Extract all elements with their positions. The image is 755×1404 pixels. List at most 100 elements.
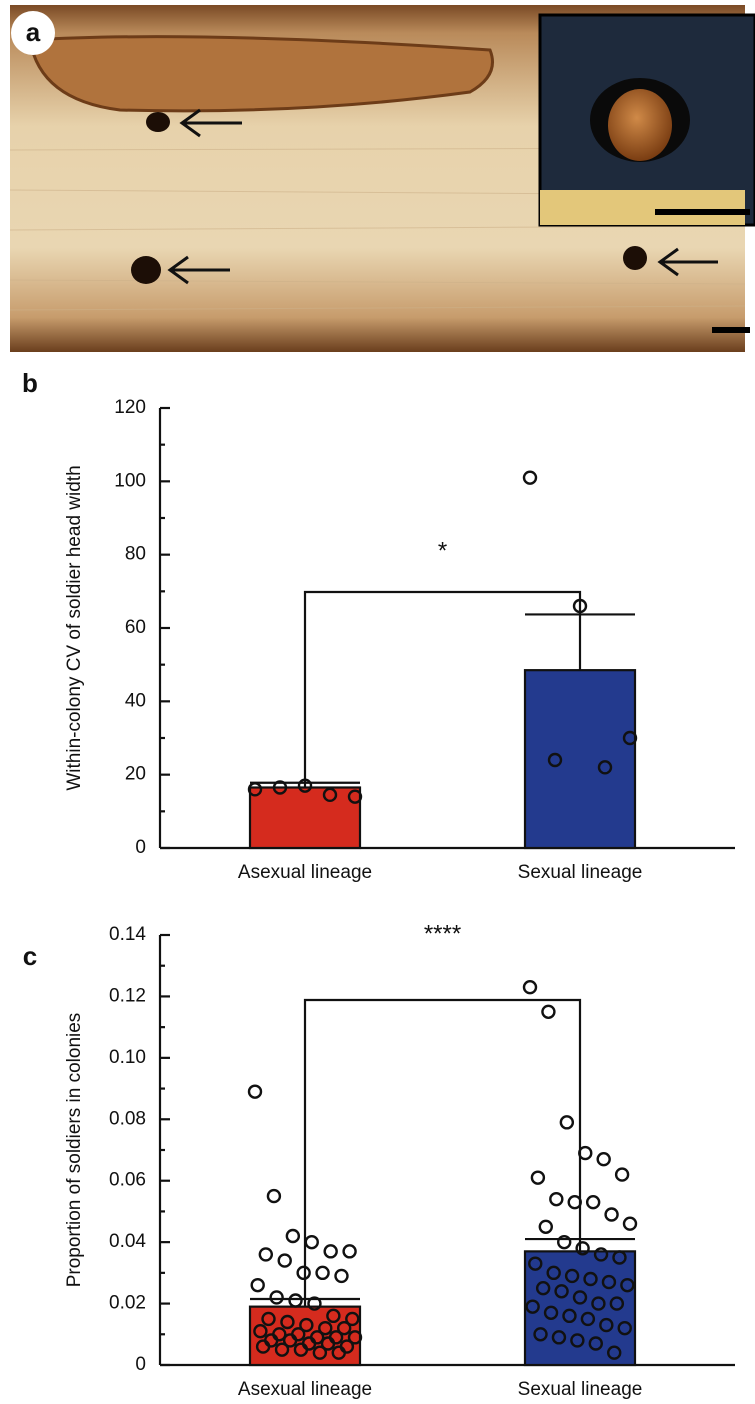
y-tick-label: 0.10 <box>109 1047 146 1068</box>
data-point <box>614 1167 630 1182</box>
significance-bracket <box>303 590 582 783</box>
significance-bracket <box>303 998 582 1299</box>
y-tick-label: 0.02 <box>109 1293 146 1314</box>
data-point <box>326 1308 341 1324</box>
data-point <box>551 1330 567 1345</box>
y-tick-label: 0.04 <box>109 1231 146 1252</box>
data-point <box>575 1241 590 1256</box>
y-tick-label: 0.14 <box>109 924 146 945</box>
data-point <box>559 1115 575 1130</box>
data-point <box>304 1234 319 1250</box>
data-point <box>269 1290 284 1305</box>
data-point <box>331 1345 346 1360</box>
significance-label: * <box>438 537 447 564</box>
data-point <box>533 1327 548 1342</box>
y-tick-label: 60 <box>125 617 146 638</box>
data-point <box>347 1330 363 1345</box>
data-point <box>622 730 638 746</box>
data-point <box>593 1247 609 1262</box>
data-point <box>543 1305 559 1320</box>
y-tick-label: 120 <box>114 397 146 418</box>
data-point <box>293 1342 309 1357</box>
data-point <box>562 1308 577 1324</box>
y-tick-label: 0 <box>135 837 146 858</box>
data-point <box>596 1152 611 1167</box>
data-point <box>261 1311 276 1327</box>
y-axis-title: Proportion of soldiers in colonies <box>64 1013 85 1288</box>
data-point <box>322 787 338 803</box>
y-tick-label: 80 <box>125 544 146 565</box>
data-point <box>342 1244 357 1259</box>
data-point <box>612 1250 627 1265</box>
x-tick-label: Asexual lineage <box>238 862 372 883</box>
data-point <box>580 1311 596 1327</box>
bar <box>523 669 637 850</box>
data-point <box>607 1345 622 1360</box>
data-point <box>272 780 288 795</box>
data-point <box>585 1195 601 1210</box>
data-point <box>315 1265 330 1281</box>
data-point <box>588 1336 603 1351</box>
data-point <box>549 1191 564 1207</box>
data-point <box>258 1247 274 1262</box>
data-point <box>525 1299 540 1314</box>
data-point <box>250 1277 265 1293</box>
data-point <box>318 1320 333 1336</box>
data-point <box>547 752 563 768</box>
data-point <box>599 1317 614 1333</box>
data-point <box>347 789 363 804</box>
data-point <box>255 1339 271 1354</box>
x-tick-label: Sexual lineage <box>518 1379 643 1400</box>
data-point <box>522 470 538 485</box>
data-point <box>336 1320 352 1336</box>
data-point <box>583 1271 598 1287</box>
data-point <box>535 1281 551 1296</box>
data-point <box>282 1333 298 1348</box>
data-point <box>620 1277 635 1293</box>
data-point <box>345 1311 360 1327</box>
data-point <box>622 1216 638 1231</box>
panel-label: a <box>26 17 41 47</box>
data-point <box>572 1290 588 1305</box>
y-tick-label: 0 <box>135 1354 146 1375</box>
data-point <box>617 1320 632 1336</box>
significance-label: **** <box>424 920 461 947</box>
data-point <box>285 1228 301 1244</box>
data-point <box>530 1170 546 1185</box>
data-point <box>253 1324 268 1339</box>
data-point <box>334 1268 349 1284</box>
data-point <box>541 1004 556 1019</box>
data-point <box>591 1296 606 1311</box>
data-point <box>274 1342 290 1357</box>
data-point <box>296 1265 311 1281</box>
y-axis-title: Within-colony CV of soldier head width <box>64 465 85 790</box>
photo: a <box>9 5 755 352</box>
y-tick-label: 0.12 <box>109 985 146 1006</box>
data-point <box>528 1256 543 1271</box>
panel-label: c <box>23 941 37 971</box>
x-tick-label: Asexual lineage <box>238 1379 372 1400</box>
y-tick-label: 20 <box>125 764 146 785</box>
data-point <box>288 1293 303 1308</box>
data-point <box>247 1084 263 1099</box>
data-point <box>266 1188 282 1204</box>
data-point <box>564 1268 580 1284</box>
data-point <box>277 1253 292 1268</box>
data-point <box>320 1336 336 1351</box>
y-tick-label: 100 <box>114 470 146 491</box>
data-point <box>299 1317 314 1333</box>
data-point <box>601 1274 617 1290</box>
label-badge <box>11 11 55 55</box>
data-point <box>597 760 613 775</box>
y-tick-label: 40 <box>125 690 146 711</box>
data-point <box>280 1314 295 1330</box>
data-point <box>604 1207 619 1222</box>
bar <box>248 786 362 850</box>
x-tick-label: Sexual lineage <box>518 862 643 883</box>
data-point <box>538 1219 553 1234</box>
data-point <box>312 1345 328 1360</box>
y-tick-label: 0.08 <box>109 1108 146 1129</box>
data-point <box>557 1234 572 1250</box>
